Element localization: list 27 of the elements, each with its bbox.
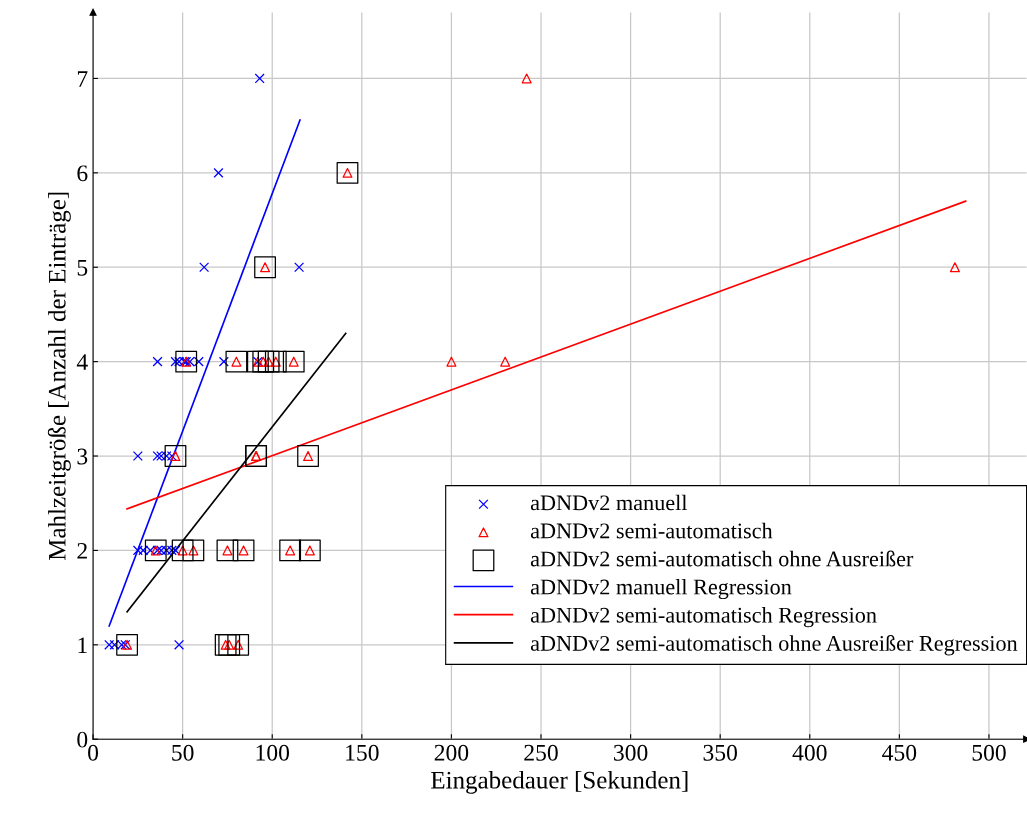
y-tick-label: 3: [77, 448, 88, 465]
x-tick-label: 300: [614, 744, 648, 761]
x-axis-title: Eingabedauer [Sekunden]: [431, 771, 688, 794]
x-tick-label: 250: [524, 744, 558, 761]
x-tick-label: 150: [346, 744, 379, 761]
y-tick-label: 4: [76, 354, 88, 370]
x-tick-label: 50: [172, 744, 194, 761]
y-tick-label: 1: [78, 637, 87, 653]
legend-label: aDNDv2 semi-automatisch: [530, 522, 773, 539]
x-tick-label: 0: [88, 744, 99, 761]
x-tick-label: 100: [256, 744, 290, 761]
x-tick-label: 200: [434, 744, 469, 761]
y-tick-label: 0: [77, 731, 88, 748]
legend-label: aDNDv2 manuell: [530, 494, 688, 511]
y-tick-label: 2: [77, 542, 87, 559]
y-axis-title: Mahlzeitgröße [Anzahl der Einträge]: [47, 192, 71, 561]
y-tick-label: 6: [77, 165, 88, 182]
x-tick-label: 450: [882, 744, 917, 761]
legend-label: aDNDv2 manuell Regression: [530, 578, 792, 600]
legend-label: aDNDv2 semi-automatisch ohne Ausreißer: [530, 550, 914, 567]
x-tick-label: 500: [972, 744, 1006, 761]
y-tick-label: 7: [77, 71, 88, 87]
legend-label: aDNDv2 semi-automatisch Regression: [530, 607, 877, 628]
legend-label: aDNDv2 semi-automatisch ohne Ausreißer Regression: [530, 635, 1018, 656]
y-tick-label: 5: [77, 259, 88, 276]
x-tick-label: 400: [792, 744, 827, 761]
x-tick-label: 350: [703, 744, 737, 761]
